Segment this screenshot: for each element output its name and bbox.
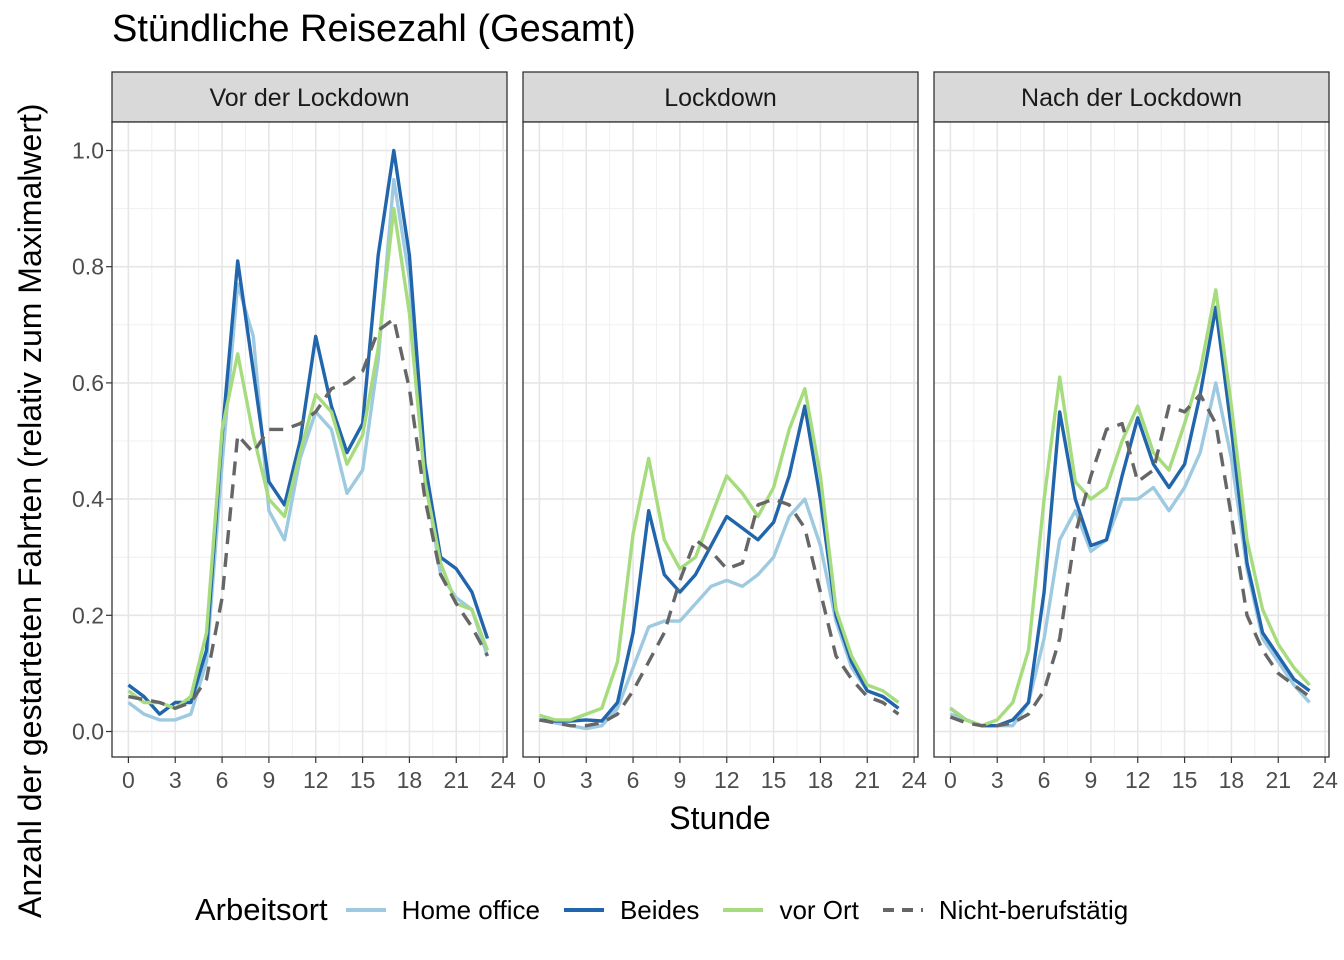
legend-key-vor-ort bbox=[723, 908, 764, 912]
panel-title: Lockdown bbox=[664, 84, 777, 112]
panel-vor-der-lockdown: Vor der Lockdown 0 3 6 9 12 15 18 21 24 bbox=[111, 71, 516, 793]
x-tick-label: 3 bbox=[580, 767, 593, 793]
panel-border bbox=[111, 121, 508, 758]
series-line-nicht-berufstaetig bbox=[949, 392, 1311, 728]
y-tick-label: 0.8 bbox=[72, 254, 104, 280]
chart-title: Stündliche Reisezahl (Gesamt) bbox=[112, 8, 636, 50]
series-line-beides bbox=[127, 148, 490, 716]
x-tick-label: 3 bbox=[169, 767, 182, 793]
legend-label-beides: Beides bbox=[619, 894, 700, 925]
panel-background bbox=[112, 122, 507, 757]
x-tick-label: 3 bbox=[991, 767, 1004, 793]
series-line-vor-ort bbox=[949, 288, 1311, 728]
y-tick-label: 0.4 bbox=[72, 486, 104, 512]
series-line-vor-ort bbox=[127, 206, 490, 710]
x-tick-label: 9 bbox=[1085, 767, 1098, 793]
x-tick-label: 12 bbox=[1125, 767, 1151, 793]
legend-item-home-office: Home office bbox=[344, 895, 540, 926]
legend-title: Arbeitsort bbox=[195, 892, 328, 927]
x-tick-label: 15 bbox=[350, 767, 376, 793]
y-tick-label: 1.0 bbox=[72, 138, 104, 164]
legend-label-vor-ort: vor Ort bbox=[779, 894, 859, 925]
x-axis-title: Stunde bbox=[669, 800, 771, 836]
panel-strip bbox=[522, 71, 919, 123]
legend-label-nicht-berufstaetig: Nicht-berufstätig bbox=[938, 894, 1129, 925]
legend-label-home-office: Home office bbox=[401, 894, 540, 925]
x-tick-label: 18 bbox=[808, 767, 834, 793]
x-tick-label: 6 bbox=[627, 767, 640, 793]
x-tick-label: 6 bbox=[1038, 767, 1051, 793]
panel-background bbox=[523, 122, 918, 757]
x-tick-label: 18 bbox=[397, 767, 423, 793]
x-tick-label: 0 bbox=[122, 767, 135, 793]
y-tick-label: 0.0 bbox=[72, 719, 104, 745]
series-line-nicht-berufstaetig bbox=[128, 317, 489, 710]
x-tick-label: 6 bbox=[216, 767, 229, 793]
y-axis-title: Anzahl der gestarteten Fahrten (relativ … bbox=[12, 103, 48, 918]
x-tick-label: 12 bbox=[714, 767, 740, 793]
x-tick-label: 21 bbox=[1265, 767, 1291, 793]
x-tick-label: 9 bbox=[263, 767, 276, 793]
legend-key-beides bbox=[563, 908, 604, 912]
panel-title: Nach der Lockdown bbox=[1021, 84, 1242, 112]
panel-border bbox=[522, 121, 919, 758]
x-tick-label: 15 bbox=[761, 767, 787, 793]
x-tick-label: 24 bbox=[1312, 767, 1338, 793]
x-tick-label: 24 bbox=[490, 767, 516, 793]
panel-lockdown: Lockdown 0 3 6 9 12 15 18 21 24 bbox=[522, 71, 927, 793]
x-tick-label: 0 bbox=[944, 767, 957, 793]
y-tick-label: 0.2 bbox=[72, 602, 104, 628]
x-tick-label: 15 bbox=[1172, 767, 1198, 793]
x-tick-label: 18 bbox=[1219, 767, 1245, 793]
series-line-nicht-berufstaetig bbox=[539, 497, 900, 728]
legend-key-nicht-berufstaetig bbox=[882, 908, 923, 912]
legend-item-beides: Beides bbox=[562, 894, 700, 926]
panel-strip bbox=[111, 71, 508, 123]
legend-item-nicht-berufstaetig: Nicht-berufstätig bbox=[881, 895, 1128, 926]
panel-border bbox=[933, 121, 1330, 758]
x-tick-label: 0 bbox=[533, 767, 546, 793]
series-line-beides bbox=[539, 404, 900, 723]
x-tick-label: 21 bbox=[854, 767, 880, 793]
x-tick-label: 21 bbox=[443, 767, 469, 793]
x-tick-label: 24 bbox=[901, 767, 927, 793]
legend-item-vor-ort: vor Ort bbox=[721, 894, 859, 926]
y-tick-label: 0.6 bbox=[72, 370, 104, 396]
legend-key-home-office bbox=[345, 908, 386, 912]
x-tick-label: 9 bbox=[674, 767, 687, 793]
panel-title: Vor der Lockdown bbox=[209, 84, 409, 112]
series-line-vor-ort bbox=[538, 387, 900, 722]
legend: Arbeitsort Home office Beides vor Ort Ni… bbox=[195, 888, 1150, 932]
panel-strip bbox=[933, 71, 1330, 123]
x-tick-label: 12 bbox=[303, 767, 329, 793]
y-axis-title-container: Anzahl der gestarteten Fahrten (relativ … bbox=[12, 0, 48, 918]
series-line-home-office bbox=[539, 497, 900, 731]
panel-nach-der-lockdown: Nach der Lockdown 0 3 6 9 12 15 18 21 24 bbox=[933, 71, 1338, 793]
